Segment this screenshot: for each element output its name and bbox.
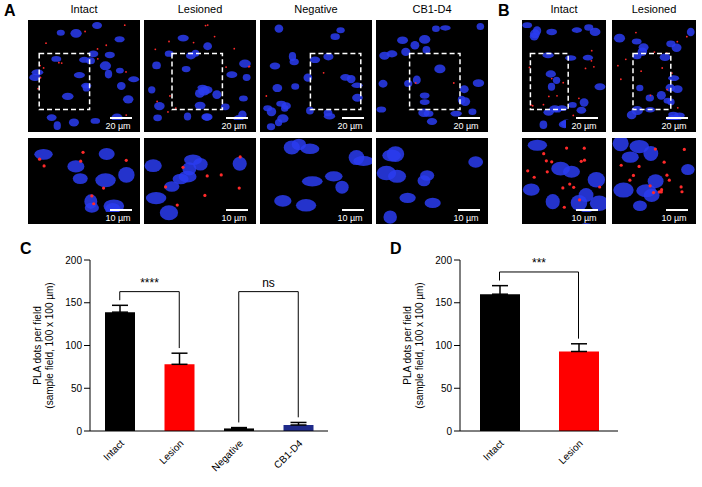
- svg-text:10 µm: 10 µm: [571, 213, 596, 223]
- svg-text:(sample field, 100 x 100 µm): (sample field, 100 x 100 µm): [44, 282, 55, 408]
- svg-text:10 µm: 10 µm: [337, 213, 362, 223]
- svg-text:PLA dots per field: PLA dots per field: [32, 306, 43, 384]
- html-text:CB1-D4: CB1-D4: [412, 3, 452, 15]
- html-text:Intact: Intact: [550, 3, 578, 15]
- svg-text:0: 0: [76, 426, 82, 437]
- svg-text:20 µm: 20 µm: [453, 121, 478, 131]
- svg-text:Lesion: Lesion: [556, 438, 585, 467]
- svg-text:20 µm: 20 µm: [105, 121, 130, 131]
- svg-text:200: 200: [65, 255, 82, 266]
- svg-text:(sample field, 100 x 100 µm): (sample field, 100 x 100 µm): [414, 282, 425, 408]
- svg-text:200: 200: [435, 255, 452, 266]
- svg-text:0: 0: [446, 426, 452, 437]
- html-text:D: D: [390, 240, 402, 257]
- html-text:A: A: [4, 2, 16, 19]
- html-text:Negative: Negative: [294, 3, 338, 15]
- svg-text:100: 100: [65, 340, 82, 351]
- svg-text:20 µm: 20 µm: [221, 121, 246, 131]
- html-text:C: C: [20, 240, 32, 257]
- svg-text:20 µm: 20 µm: [571, 121, 596, 131]
- svg-text:50: 50: [441, 383, 453, 394]
- svg-text:CB1-D4: CB1-D4: [272, 437, 305, 470]
- svg-text:Negative: Negative: [209, 437, 245, 473]
- svg-text:***: ***: [532, 256, 546, 270]
- svg-text:20 µm: 20 µm: [337, 121, 362, 131]
- svg-text:10 µm: 10 µm: [661, 213, 686, 223]
- svg-text:100: 100: [435, 340, 452, 351]
- html-text:Lesioned: Lesioned: [631, 3, 677, 15]
- svg-text:150: 150: [65, 297, 82, 308]
- svg-text:PLA dots per field: PLA dots per field: [402, 306, 413, 384]
- svg-text:10 µm: 10 µm: [221, 213, 246, 223]
- html-text:Intact: Intact: [70, 3, 98, 15]
- html-text:B: B: [498, 2, 510, 19]
- svg-text:50: 50: [71, 383, 83, 394]
- svg-text:10 µm: 10 µm: [105, 213, 130, 223]
- svg-text:10 µm: 10 µm: [453, 213, 478, 223]
- svg-text:Intact: Intact: [101, 438, 126, 463]
- svg-text:150: 150: [435, 297, 452, 308]
- svg-text:Intact: Intact: [481, 438, 506, 463]
- svg-text:Lesion: Lesion: [157, 438, 186, 467]
- svg-text:ns: ns: [262, 276, 275, 290]
- svg-text:20 µm: 20 µm: [661, 121, 686, 131]
- html-text:Lesioned: Lesioned: [177, 3, 223, 15]
- svg-text:****: ****: [140, 276, 159, 290]
